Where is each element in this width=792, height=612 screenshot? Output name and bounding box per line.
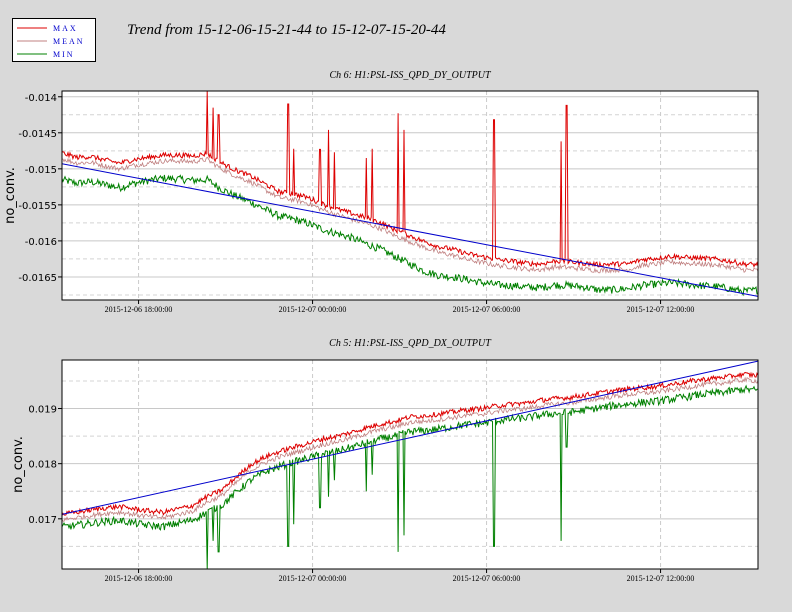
y-tick-label: -0.0145 [18,129,57,140]
x-tick-label: 2015-12-06 18:00:00 [105,305,173,314]
legend-label-max: MAX [53,24,78,33]
chart-2: Ch 5: H1:PSL-ISS_QPD_DX_OUTPUT 0.017 0.018… [11,338,759,583]
legend: MAX MEAN MIN [12,18,96,62]
plot-area [62,91,758,300]
y-tick-label: -0.014 [25,93,57,104]
x-tick-label: 2015-12-07 12:00:00 [627,305,695,314]
trend-fit-line [61,163,759,297]
page-title: Trend from 15-12-06-15-21-44 to 15-12-07… [127,22,446,38]
series-max [61,90,759,269]
plot-area [62,360,758,569]
plot-frame [61,359,759,570]
legend-label-mean: MEAN [53,37,85,46]
chart-title: Ch 5: H1:PSL-ISS_QPD_DX_OUTPUT [329,338,492,349]
x-tick-label: 2015-12-07 06:00:00 [453,305,521,314]
chart-1: Ch 6: H1:PSL-ISS_QPD_DY_OUTPUT -0.014 -0.0… [3,70,759,314]
y-axis-label: no_conv. [11,436,26,493]
y-tick-label: -0.015 [25,165,57,176]
chart-title: Ch 6: H1:PSL-ISS_QPD_DY_OUTPUT [329,70,492,81]
x-tick-label: 2015-12-07 00:00:00 [279,574,347,583]
trend-fit-line [61,360,759,515]
x-tick-label: 2015-12-07 00:00:00 [279,305,347,314]
y-tick-label: -0.0165 [18,273,57,284]
series-min [61,174,758,297]
series-min [61,384,759,570]
x-tick-label: 2015-12-07 12:00:00 [627,574,695,583]
legend-label-min: MIN [53,50,75,59]
y-axis-label: no_conv. [3,167,18,224]
x-tick-label: 2015-12-07 06:00:00 [453,574,521,583]
series-mean [61,156,759,274]
series-mean [61,376,759,522]
y-tick-label: 0.018 [28,460,57,471]
y-tick-label: -0.016 [25,237,57,248]
y-tick-label: 0.017 [28,515,57,526]
y-tick-label: -0.0155 [18,201,57,212]
plot-frame [61,90,759,301]
x-tick-label: 2015-12-06 18:00:00 [105,574,173,583]
legend-graphic: MAX MEAN MIN [17,24,85,59]
y-tick-label: 0.019 [28,405,57,416]
